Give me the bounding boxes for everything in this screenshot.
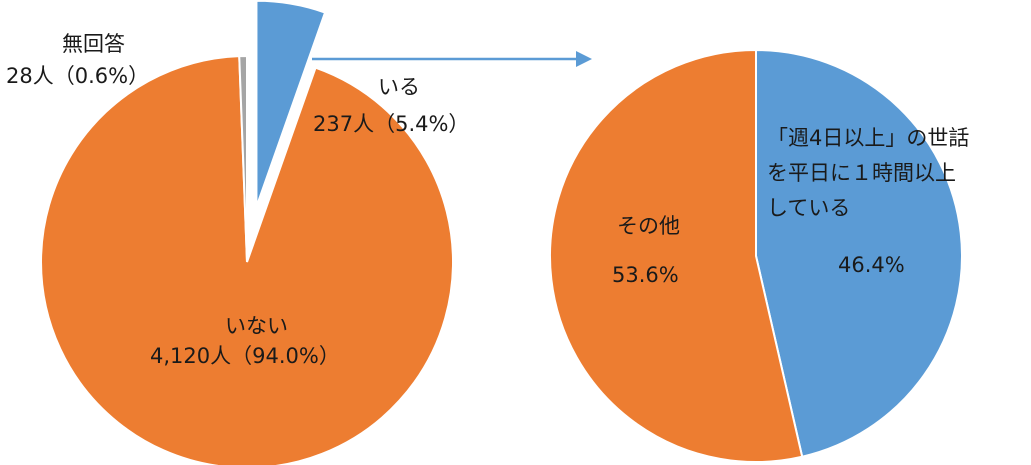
- label-iru-name: いる: [378, 75, 420, 99]
- label-other-name: その他: [617, 214, 680, 238]
- label-iru-value: 237人（5.4%）: [313, 112, 469, 136]
- right-pie-slice-0: [755, 48, 963, 458]
- left-pie-slice-0: [255, 0, 327, 208]
- label-mukaitou-value: 28人（0.6%）: [6, 64, 149, 88]
- label-inai-value: 4,120人（94.0%）: [150, 344, 340, 368]
- label-other-value: 53.6%: [612, 263, 679, 287]
- label-weekly-care-line1: 「週4日以上」の世話: [767, 126, 969, 150]
- right-pie-slice-1: [549, 48, 804, 463]
- left-pie-slice-1: [40, 55, 454, 465]
- label-weekly-care-line2: を平日に１時間以上: [767, 161, 956, 185]
- label-weekly-care-line3: している: [767, 196, 850, 220]
- label-weekly-care-value: 46.4%: [838, 253, 905, 277]
- connector-arrow-head: [576, 51, 592, 67]
- label-inai-name: いない: [225, 314, 288, 338]
- left-pie-slice-2: [238, 54, 248, 263]
- connector-arrow: [312, 51, 592, 67]
- pie-chart-care-hours: [549, 48, 963, 463]
- label-mukaitou-name: 無回答: [62, 32, 125, 56]
- pie-chart-respondents: [40, 0, 454, 465]
